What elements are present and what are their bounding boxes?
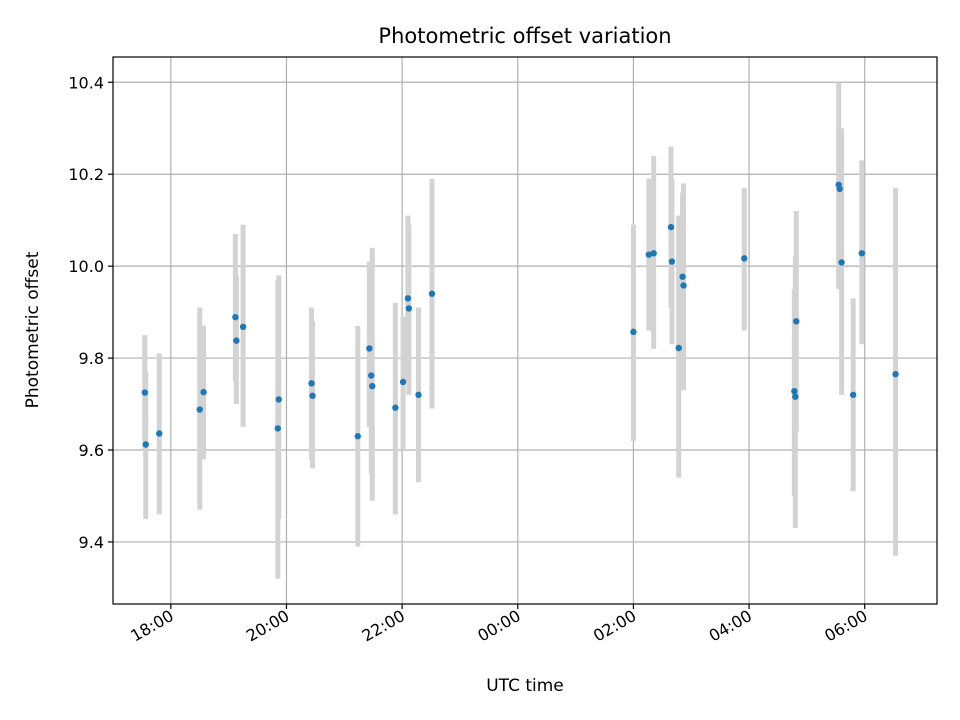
data-point [405, 305, 413, 312]
data-point [233, 337, 240, 344]
data-point [675, 344, 682, 352]
data-point [309, 392, 316, 399]
data-point [308, 380, 315, 387]
data-point [366, 345, 373, 352]
data-point [354, 433, 361, 440]
data-point [404, 295, 412, 302]
y-tick-label: 10.2 [68, 165, 104, 184]
y-axis-label: Photometric offset [23, 251, 43, 408]
data-point [275, 396, 282, 403]
y-tick-label: 10.4 [68, 73, 104, 92]
data-point [793, 318, 800, 325]
data-point [892, 370, 899, 378]
y-tick-label: 9.8 [79, 349, 104, 368]
data-point [142, 441, 149, 448]
data-point [415, 391, 422, 399]
data-point [232, 313, 239, 321]
plot-frame [112, 56, 938, 605]
y-tick-label: 9.6 [79, 441, 104, 460]
data-point [369, 382, 376, 390]
data-point [741, 255, 748, 262]
data-point [392, 404, 399, 411]
data-point [200, 388, 207, 396]
data-point [399, 378, 407, 386]
data-point [791, 387, 798, 395]
data-point [679, 273, 686, 280]
data-points [141, 181, 899, 448]
data-point [849, 391, 857, 399]
y-axis: 9.4 9.6 9.8 10.0 10.2 10.4 [68, 73, 113, 552]
data-point [650, 250, 657, 257]
data-point [156, 430, 163, 437]
chart-title: Photometric offset variation [378, 24, 671, 48]
y-tick-label: 9.4 [79, 533, 104, 552]
data-point [645, 251, 653, 258]
data-point [239, 323, 247, 331]
data-point [141, 389, 149, 396]
data-point [667, 223, 675, 231]
x-axis-label: UTC time [486, 676, 564, 696]
data-point [680, 282, 687, 289]
data-point [274, 425, 281, 432]
data-point [792, 393, 799, 400]
data-point [836, 185, 843, 193]
data-point [196, 406, 203, 413]
data-point [630, 328, 637, 336]
data-point [838, 259, 845, 266]
data-point [368, 372, 375, 379]
data-point [668, 258, 676, 265]
data-point [858, 250, 866, 257]
y-tick-label: 10.0 [68, 257, 104, 276]
data-point [428, 290, 436, 297]
